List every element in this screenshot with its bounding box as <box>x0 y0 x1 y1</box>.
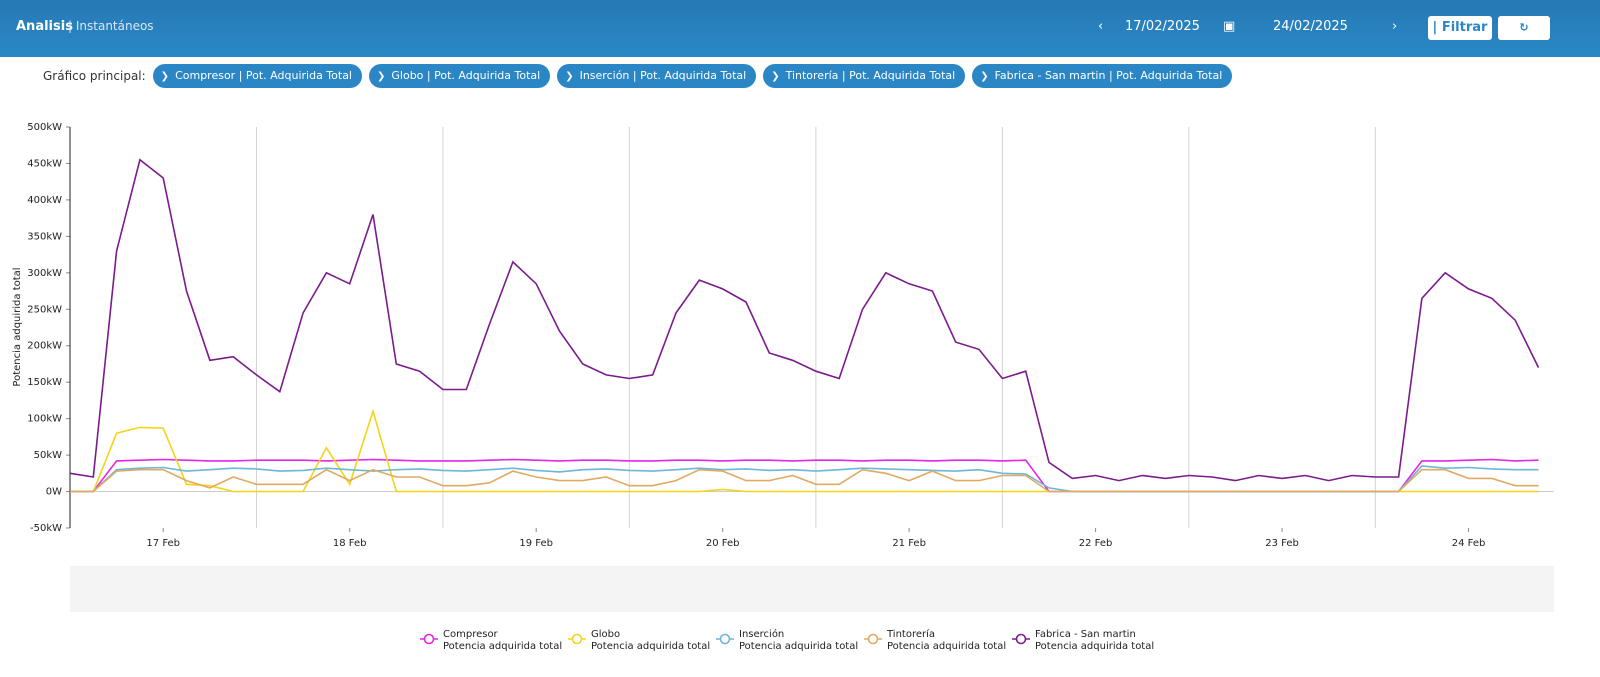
x-tick-label: 22 Feb <box>1079 538 1113 549</box>
legend-sublabel: Potencia adquirida total <box>739 641 858 652</box>
legend-marker <box>571 633 583 645</box>
filter-chip[interactable]: Fabrica - San martin | Pot. Adquirida To… <box>972 64 1233 88</box>
legend-sublabel: Potencia adquirida total <box>591 641 710 652</box>
series-line <box>70 468 1539 493</box>
series-line <box>70 408 1539 493</box>
filter-bar: Gráfico principal: Compresor | Pot. Adqu… <box>43 64 1233 88</box>
next-button[interactable]: › <box>1392 19 1398 34</box>
y-tick-label: 200kW <box>27 341 62 352</box>
y-tick-label: 100kW <box>27 414 62 425</box>
filter-button[interactable]: | Filtrar <box>1428 16 1492 40</box>
filter-chip[interactable]: Compresor | Pot. Adquirida Total <box>152 64 362 88</box>
x-tick-label: 20 Feb <box>706 538 740 549</box>
y-tick-label: 450kW <box>27 158 62 169</box>
subtitle: | Instantáneos <box>68 19 154 33</box>
legend-sublabel: Potencia adquirida total <box>887 641 1006 652</box>
y-tick-label: -50kW <box>30 523 62 534</box>
legend-label: Globo <box>591 629 620 640</box>
x-tick-label: 19 Feb <box>519 538 553 549</box>
title: Analisis <box>16 19 73 34</box>
refresh-button[interactable]: ↻ <box>1498 16 1550 40</box>
header: Analisis | Instantáneos ‹ 17/02/2025 ▣ 2… <box>0 0 1600 57</box>
legend-sublabel: Potencia adquirida total <box>443 641 562 652</box>
y-axis-label: Potencia adquirida total <box>12 267 23 386</box>
legend-marker <box>423 633 435 645</box>
filter-chip[interactable]: Inserción | Pot. Adquirida Total <box>557 64 757 88</box>
filter-text: | Filtrar <box>1432 20 1488 35</box>
legend-label: Inserción <box>739 628 784 640</box>
date-from[interactable]: 17/02/2025 <box>1125 19 1200 34</box>
x-tick-label: 24 Feb <box>1452 538 1486 549</box>
y-tick-label: 150kW <box>27 377 62 388</box>
x-tick-label: 21 Feb <box>892 538 926 549</box>
filter-chip[interactable]: Tintorería | Pot. Adquirida Total <box>763 64 966 88</box>
filter-chip[interactable]: Globo | Pot. Adquirida Total <box>369 64 551 88</box>
x-tick-label: 23 Feb <box>1265 538 1299 549</box>
x-tick-label: 17 Feb <box>146 538 180 549</box>
navigator <box>70 566 1554 612</box>
calendar-icon[interactable]: ▣ <box>1223 19 1236 34</box>
legend-sublabel: Potencia adquirida total <box>1035 641 1154 652</box>
y-tick-label: 0W <box>46 487 62 498</box>
legend-label: Compresor <box>443 629 499 640</box>
legend-marker <box>719 633 731 645</box>
y-tick-label: 500kW <box>27 122 62 133</box>
series-line <box>70 458 1539 493</box>
series-line <box>70 465 1539 493</box>
y-tick-label: 50kW <box>34 450 63 461</box>
prev-button[interactable]: ‹ <box>1098 19 1104 34</box>
y-tick-label: 400kW <box>27 195 62 206</box>
x-tick-label: 18 Feb <box>333 538 367 549</box>
y-tick-label: 250kW <box>27 304 62 315</box>
date-to[interactable]: 24/02/2025 <box>1273 19 1348 34</box>
legend-label: Tintorería <box>886 628 935 640</box>
series-line <box>69 158 1540 482</box>
filter-label: Gráfico principal: <box>43 69 146 83</box>
legend-marker <box>1015 633 1027 645</box>
legend-marker <box>867 633 879 645</box>
legend-label: Fabrica - San martin <box>1035 629 1136 640</box>
y-tick-label: 350kW <box>27 231 62 242</box>
y-tick-label: 300kW <box>27 268 62 279</box>
